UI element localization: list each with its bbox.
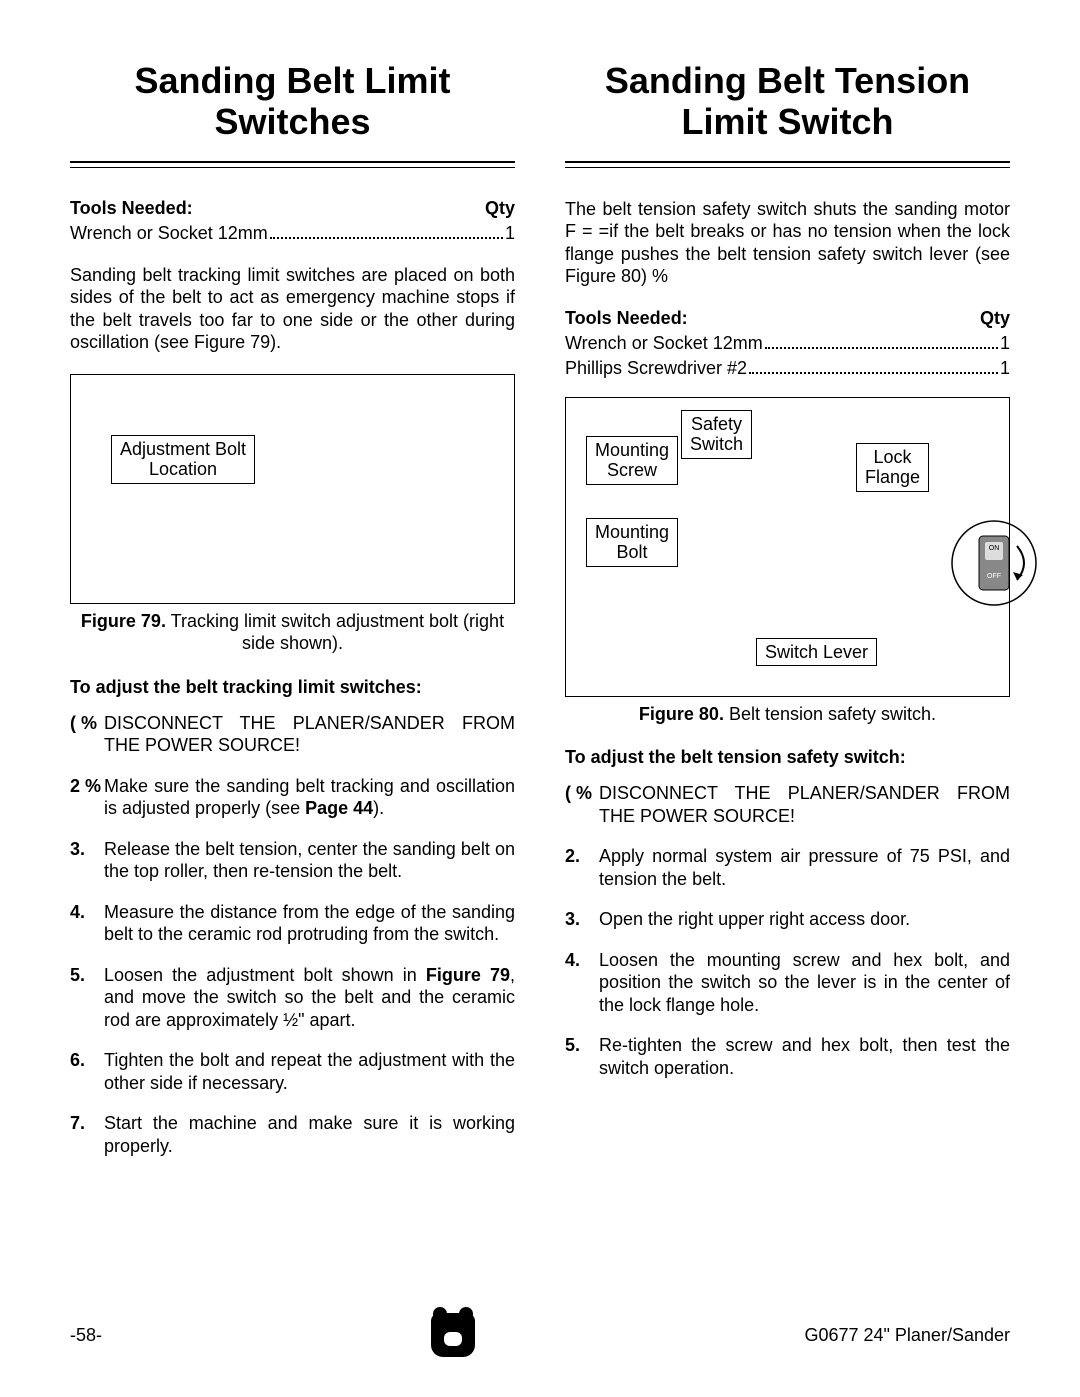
step-text: Measure the distance from the edge of th… <box>104 901 515 946</box>
step-number: 3. <box>565 908 599 931</box>
step-item: ( %DISCONNECT THE PLANER/SANDER FROM THE… <box>565 782 1010 827</box>
step-number: ( % <box>565 782 599 827</box>
step-item: 3.Open the right upper right access door… <box>565 908 1010 931</box>
tools-needed-label: Tools Needed: <box>565 308 688 329</box>
bear-logo-icon <box>431 1313 475 1357</box>
procedure-heading-left: To adjust the belt tracking limit switch… <box>70 677 515 698</box>
tool-qty: 1 <box>1000 333 1010 354</box>
tool-name: Phillips Screwdriver #2 <box>565 358 747 379</box>
tools-header-right: Tools Needed: Qty <box>565 308 1010 329</box>
step-item: 5.Loosen the adjustment bolt shown in Fi… <box>70 964 515 1032</box>
step-item: 6.Tighten the bolt and repeat the adjust… <box>70 1049 515 1094</box>
step-item: 2.Apply normal system air pressure of 75… <box>565 845 1010 890</box>
figure-80-box: Safety Switch Mounting Screw Lock Flange… <box>565 397 1010 697</box>
adjustment-bolt-label: Adjustment Bolt Location <box>111 435 255 484</box>
section-title-right: Sanding Belt Tension Limit Switch <box>565 60 1010 143</box>
section-title-left: Sanding Belt Limit Switches <box>70 60 515 143</box>
mounting-bolt-label: Mounting Bolt <box>586 518 678 567</box>
steps-right: ( %DISCONNECT THE PLANER/SANDER FROM THE… <box>565 782 1010 1079</box>
step-text: Re-tighten the screw and hex bolt, then … <box>599 1034 1010 1079</box>
step-item: ( %DISCONNECT THE PLANER/SANDER FROM THE… <box>70 712 515 757</box>
step-item: 4.Measure the distance from the edge of … <box>70 901 515 946</box>
intro-text-right: The belt tension safety switch shuts the… <box>565 198 1010 288</box>
step-number: 4. <box>70 901 104 946</box>
tool-qty: 1 <box>505 223 515 244</box>
title-rule <box>70 161 515 168</box>
page-number: -58- <box>70 1325 102 1346</box>
step-item: 3.Release the belt tension, center the s… <box>70 838 515 883</box>
step-number: 5. <box>565 1034 599 1079</box>
intro-text-left: Sanding belt tracking limit switches are… <box>70 264 515 354</box>
step-text: Loosen the mounting screw and hex bolt, … <box>599 949 1010 1017</box>
right-column: Sanding Belt Tension Limit Switch The be… <box>565 60 1010 1290</box>
step-number: 3. <box>70 838 104 883</box>
tool-name: Wrench or Socket 12mm <box>565 333 763 354</box>
step-number: 2 % <box>70 775 104 820</box>
lock-flange-label: Lock Flange <box>856 443 929 492</box>
step-number: ( % <box>70 712 104 757</box>
qty-label: Qty <box>485 198 515 219</box>
procedure-heading-right: To adjust the belt tension safety switch… <box>565 747 1010 768</box>
tool-qty: 1 <box>1000 358 1010 379</box>
step-text: Tighten the bolt and repeat the adjustme… <box>104 1049 515 1094</box>
step-text: Make sure the sanding belt tracking and … <box>104 775 515 820</box>
svg-text:OFF: OFF <box>987 573 1001 580</box>
qty-label: Qty <box>980 308 1010 329</box>
tool-line: Wrench or Socket 12mm 1 <box>70 221 515 244</box>
svg-text:ON: ON <box>989 545 1000 552</box>
left-column: Sanding Belt Limit Switches Tools Needed… <box>70 60 515 1290</box>
tool-line: Phillips Screwdriver #2 1 <box>565 356 1010 379</box>
step-number: 7. <box>70 1112 104 1157</box>
steps-left: ( %DISCONNECT THE PLANER/SANDER FROM THE… <box>70 712 515 1158</box>
title-rule <box>565 161 1010 168</box>
step-text: Apply normal system air pressure of 75 P… <box>599 845 1010 890</box>
step-number: 6. <box>70 1049 104 1094</box>
step-item: 2 %Make sure the sanding belt tracking a… <box>70 775 515 820</box>
step-number: 5. <box>70 964 104 1032</box>
mounting-screw-label: Mounting Screw <box>586 436 678 485</box>
step-text: DISCONNECT THE PLANER/SANDER FROM THE PO… <box>104 712 515 757</box>
step-number: 4. <box>565 949 599 1017</box>
tool-name: Wrench or Socket 12mm <box>70 223 268 244</box>
step-item: 4.Loosen the mounting screw and hex bolt… <box>565 949 1010 1017</box>
tools-needed-label: Tools Needed: <box>70 198 193 219</box>
tools-header-left: Tools Needed: Qty <box>70 198 515 219</box>
on-off-switch-icon: ON OFF <box>949 518 1039 608</box>
step-item: 5.Re-tighten the screw and hex bolt, the… <box>565 1034 1010 1079</box>
step-number: 2. <box>565 845 599 890</box>
step-text: Open the right upper right access door. <box>599 908 1010 931</box>
figure-79-box: Adjustment Bolt Location <box>70 374 515 604</box>
step-text: Start the machine and make sure it is wo… <box>104 1112 515 1157</box>
figure-79-caption: Figure 79. Tracking limit switch adjustm… <box>70 610 515 655</box>
step-text: Loosen the adjustment bolt shown in Figu… <box>104 964 515 1032</box>
step-item: 7.Start the machine and make sure it is … <box>70 1112 515 1157</box>
page-footer: -58- G0677 24" Planer/Sander <box>70 1313 1010 1357</box>
figure-80-caption: Figure 80. Belt tension safety switch. <box>565 703 1010 726</box>
tool-line: Wrench or Socket 12mm 1 <box>565 331 1010 354</box>
model-label: G0677 24" Planer/Sander <box>804 1325 1010 1346</box>
step-text: DISCONNECT THE PLANER/SANDER FROM THE PO… <box>599 782 1010 827</box>
safety-switch-label: Safety Switch <box>681 410 752 459</box>
switch-lever-label: Switch Lever <box>756 638 877 667</box>
step-text: Release the belt tension, center the san… <box>104 838 515 883</box>
